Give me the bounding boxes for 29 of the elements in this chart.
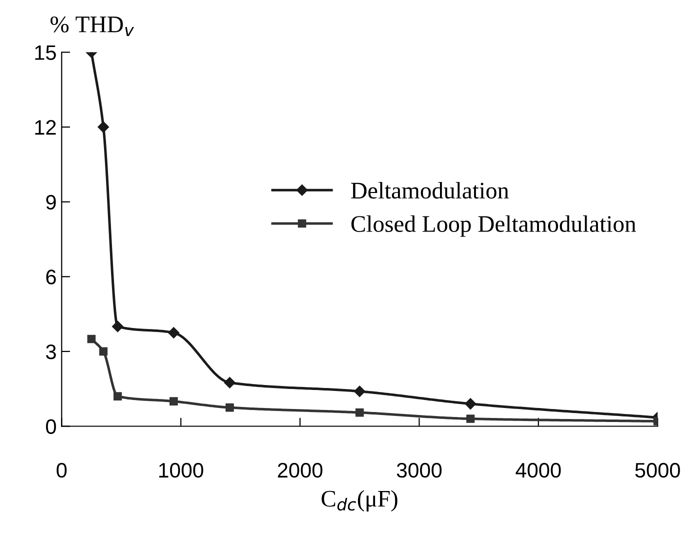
y-tick-label: 15 xyxy=(35,45,56,60)
x-tick-label: 1000 xyxy=(159,462,204,478)
x-tick-label: 2000 xyxy=(278,462,322,478)
point xyxy=(464,398,476,410)
point xyxy=(355,408,364,417)
legend-label: Closed Loop Deltamodulation xyxy=(351,215,636,237)
x-tick-label: 4000 xyxy=(516,462,561,478)
y-tick-label: 3 xyxy=(46,344,56,360)
legend-label: Deltamodulation xyxy=(351,182,509,199)
y-tick-label: 0 xyxy=(46,419,56,434)
point xyxy=(354,386,366,397)
y-tick-label: 6 xyxy=(46,270,56,284)
x-tick-label: 5000 xyxy=(635,462,680,478)
point xyxy=(170,397,178,406)
y-axis-title: % THD$_{v}$ xyxy=(50,16,134,36)
point xyxy=(112,320,124,332)
point xyxy=(224,377,236,388)
y-tick-label: 12 xyxy=(35,120,56,135)
point xyxy=(87,334,96,344)
point xyxy=(98,121,109,133)
point xyxy=(226,403,234,412)
point xyxy=(99,347,108,356)
point xyxy=(466,414,475,423)
y-tick-label: 9 xyxy=(46,194,56,210)
x-axis-title: C$_{dc}$(μF) xyxy=(322,490,398,512)
x-tick-label: 0 xyxy=(56,462,67,478)
point xyxy=(114,392,122,400)
point xyxy=(168,327,180,338)
x-tick-label: 3000 xyxy=(396,462,442,478)
